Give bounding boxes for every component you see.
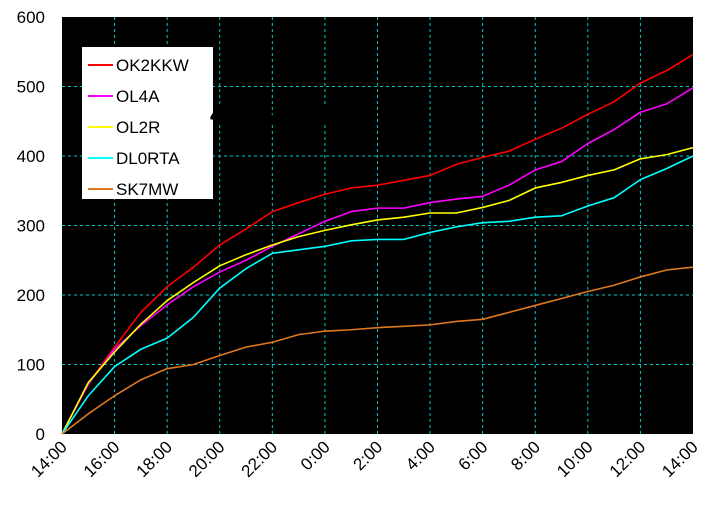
series-lines [61, 53, 694, 435]
y-tick-label: 600 [17, 8, 45, 27]
y-tick-label: 0 [36, 425, 45, 444]
chart-title: 432 MHz MO [210, 99, 363, 129]
x-tick-label: 0:00 [297, 437, 334, 474]
series-line-sk7mw [61, 266, 694, 435]
y-tick-label: 400 [17, 147, 45, 166]
legend-box [82, 47, 213, 199]
legend-label: SK7MW [116, 180, 178, 199]
series-line-ol2r [61, 146, 694, 435]
legend-label: DL0RTA [116, 149, 180, 168]
x-tick-label: 10:00 [553, 437, 597, 481]
series-line-ok2kkw [61, 53, 694, 435]
y-tick-label: 200 [17, 286, 45, 305]
x-tick-label: 12:00 [606, 437, 650, 481]
x-tick-label: 18:00 [132, 437, 176, 481]
x-tick-label: 2:00 [349, 437, 386, 474]
series-line-dl0rta [61, 155, 694, 435]
x-tick-label: 14:00 [658, 437, 702, 481]
x-tick-label: 6:00 [455, 437, 492, 474]
x-tick-label: 20:00 [185, 437, 229, 481]
legend: OK2KKW OL4A OL2R DL0RTA SK7MW [82, 47, 213, 199]
y-tick-label: 100 [17, 356, 45, 375]
y-tick-label: 300 [17, 217, 45, 236]
x-tick-label: 8:00 [507, 437, 544, 474]
x-tick-label: 16:00 [80, 437, 124, 481]
legend-label: OK2KKW [116, 56, 189, 75]
y-tick-label: 500 [17, 78, 45, 97]
x-tick-label: 22:00 [238, 437, 282, 481]
x-axis-ticks: 14:00 16:00 18:00 20:00 22:00 0:00 2:00 4:00 6:0… [27, 437, 702, 481]
legend-label: OL4A [116, 87, 160, 106]
series-line-ol4a [61, 87, 694, 435]
x-tick-label: 4:00 [402, 437, 439, 474]
legend-label: OL2R [116, 118, 160, 137]
x-tick-label: 14:00 [27, 437, 71, 481]
y-axis-ticks: 0 100 200 300 400 500 600 [17, 8, 45, 444]
